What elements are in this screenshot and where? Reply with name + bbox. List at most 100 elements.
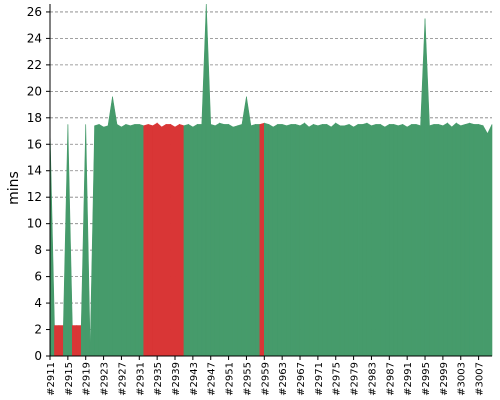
- passed-build-segment: [272, 123, 278, 357]
- passed-build-segment: [223, 124, 229, 357]
- passed-build-segment: [411, 124, 417, 357]
- failed-build-segment: [259, 122, 265, 357]
- y-tick-label: 14: [27, 164, 42, 178]
- passed-build-segment: [424, 18, 430, 357]
- passed-build-segment: [134, 124, 140, 357]
- passed-build-segment: [277, 124, 283, 357]
- passed-build-segment: [473, 124, 479, 357]
- y-tick-label: 4: [34, 296, 42, 310]
- x-tick-label: #2919: [82, 362, 93, 396]
- passed-build-segment: [313, 124, 319, 357]
- x-tick-label: #2975: [332, 362, 343, 396]
- passed-build-segment: [384, 123, 390, 357]
- x-tick-label: #2959: [260, 362, 271, 396]
- passed-build-segment: [116, 123, 122, 357]
- passed-build-segment: [281, 124, 287, 357]
- x-tick-label: #2931: [135, 362, 146, 396]
- x-tick-label: #2943: [189, 362, 200, 396]
- passed-build-segment: [121, 123, 127, 357]
- passed-build-segment: [339, 125, 345, 357]
- passed-build-segment: [478, 124, 484, 357]
- y-axis-label: mins: [6, 171, 22, 205]
- axes: [49, 4, 492, 357]
- passed-build-segment: [63, 124, 69, 357]
- passed-build-segment: [455, 122, 462, 357]
- x-tick-label: #2971: [314, 362, 325, 396]
- y-tick-label: 24: [27, 31, 42, 45]
- passed-build-segment: [415, 124, 421, 357]
- x-tick-label: #2927: [117, 362, 128, 396]
- passed-build-segment: [246, 96, 252, 357]
- failed-build-segment: [174, 123, 180, 357]
- failed-build-segment: [143, 124, 149, 357]
- passed-build-segment: [393, 124, 399, 357]
- passed-build-segment: [429, 124, 435, 357]
- passed-build-segment: [98, 123, 104, 357]
- failed-build-segment: [170, 123, 176, 357]
- passed-build-segment: [188, 123, 194, 357]
- passed-build-segment: [210, 124, 216, 357]
- passed-build-segment: [420, 18, 426, 357]
- x-tick-label: #2987: [385, 362, 396, 396]
- y-tick-label: 22: [27, 58, 42, 72]
- passed-build-segment: [451, 122, 457, 357]
- passed-build-segment: [482, 124, 488, 357]
- passed-build-segment: [366, 122, 372, 357]
- passed-build-segment: [205, 3, 212, 357]
- build-duration-area: [49, 3, 493, 357]
- passed-build-segment: [322, 124, 328, 357]
- y-tick-label: 20: [27, 84, 42, 98]
- passed-build-segment: [219, 122, 225, 357]
- x-tick-labels: #2911 #2915 #2919 #2923 #2927 #2931 #2935 #2939…: [46, 356, 486, 396]
- passed-build-segment: [348, 123, 354, 357]
- failed-build-segment: [72, 325, 78, 357]
- passed-build-segment: [464, 122, 470, 357]
- passed-build-segment: [232, 125, 238, 357]
- passed-build-segment: [362, 122, 368, 357]
- passed-build-segment: [241, 96, 247, 357]
- passed-build-segment: [94, 124, 100, 357]
- failed-build-segment: [156, 122, 162, 357]
- passed-build-segment: [192, 123, 198, 357]
- x-tick-label: #2915: [64, 362, 75, 396]
- x-tick-label: #3007: [475, 362, 486, 396]
- y-tick-label: 10: [27, 217, 42, 231]
- y-tick-label: 12: [27, 190, 42, 204]
- passed-build-segment: [406, 123, 412, 357]
- passed-build-segment: [438, 124, 444, 357]
- passed-build-segment: [112, 96, 118, 357]
- passed-build-segment: [304, 122, 310, 357]
- passed-build-segment: [380, 123, 386, 357]
- x-tick-label: #3003: [457, 362, 468, 396]
- x-tick-label: #2939: [171, 362, 182, 396]
- passed-build-segment: [214, 122, 220, 357]
- passed-build-segment: [264, 122, 270, 357]
- x-tick-label: #2991: [403, 362, 414, 396]
- passed-build-segment: [89, 125, 95, 357]
- passed-build-segment: [228, 123, 234, 357]
- x-tick-label: #2979: [350, 362, 361, 396]
- y-tick-label: 18: [27, 111, 42, 125]
- failed-build-segment: [165, 124, 171, 357]
- passed-build-segment: [469, 122, 475, 357]
- passed-build-segment: [357, 124, 363, 357]
- passed-build-segment: [371, 124, 377, 357]
- x-tick-label: #2951: [225, 362, 236, 396]
- failed-build-segment: [147, 124, 153, 357]
- x-tick-label: #2923: [100, 362, 111, 396]
- x-tick-label: #2911: [46, 362, 57, 396]
- failed-build-segment: [161, 123, 167, 357]
- passed-build-segment: [375, 124, 381, 357]
- passed-build-segment: [125, 124, 131, 357]
- passed-build-segment: [103, 125, 109, 357]
- passed-build-segment: [237, 124, 243, 357]
- passed-build-segment: [268, 123, 274, 357]
- y-tick-label: 0: [34, 349, 42, 363]
- passed-build-segment: [397, 124, 404, 357]
- passed-build-segment: [447, 122, 453, 357]
- passed-build-segment: [442, 122, 448, 357]
- x-tick-label: #2963: [278, 362, 289, 396]
- x-tick-label: #2995: [421, 362, 432, 396]
- passed-build-segment: [49, 128, 55, 357]
